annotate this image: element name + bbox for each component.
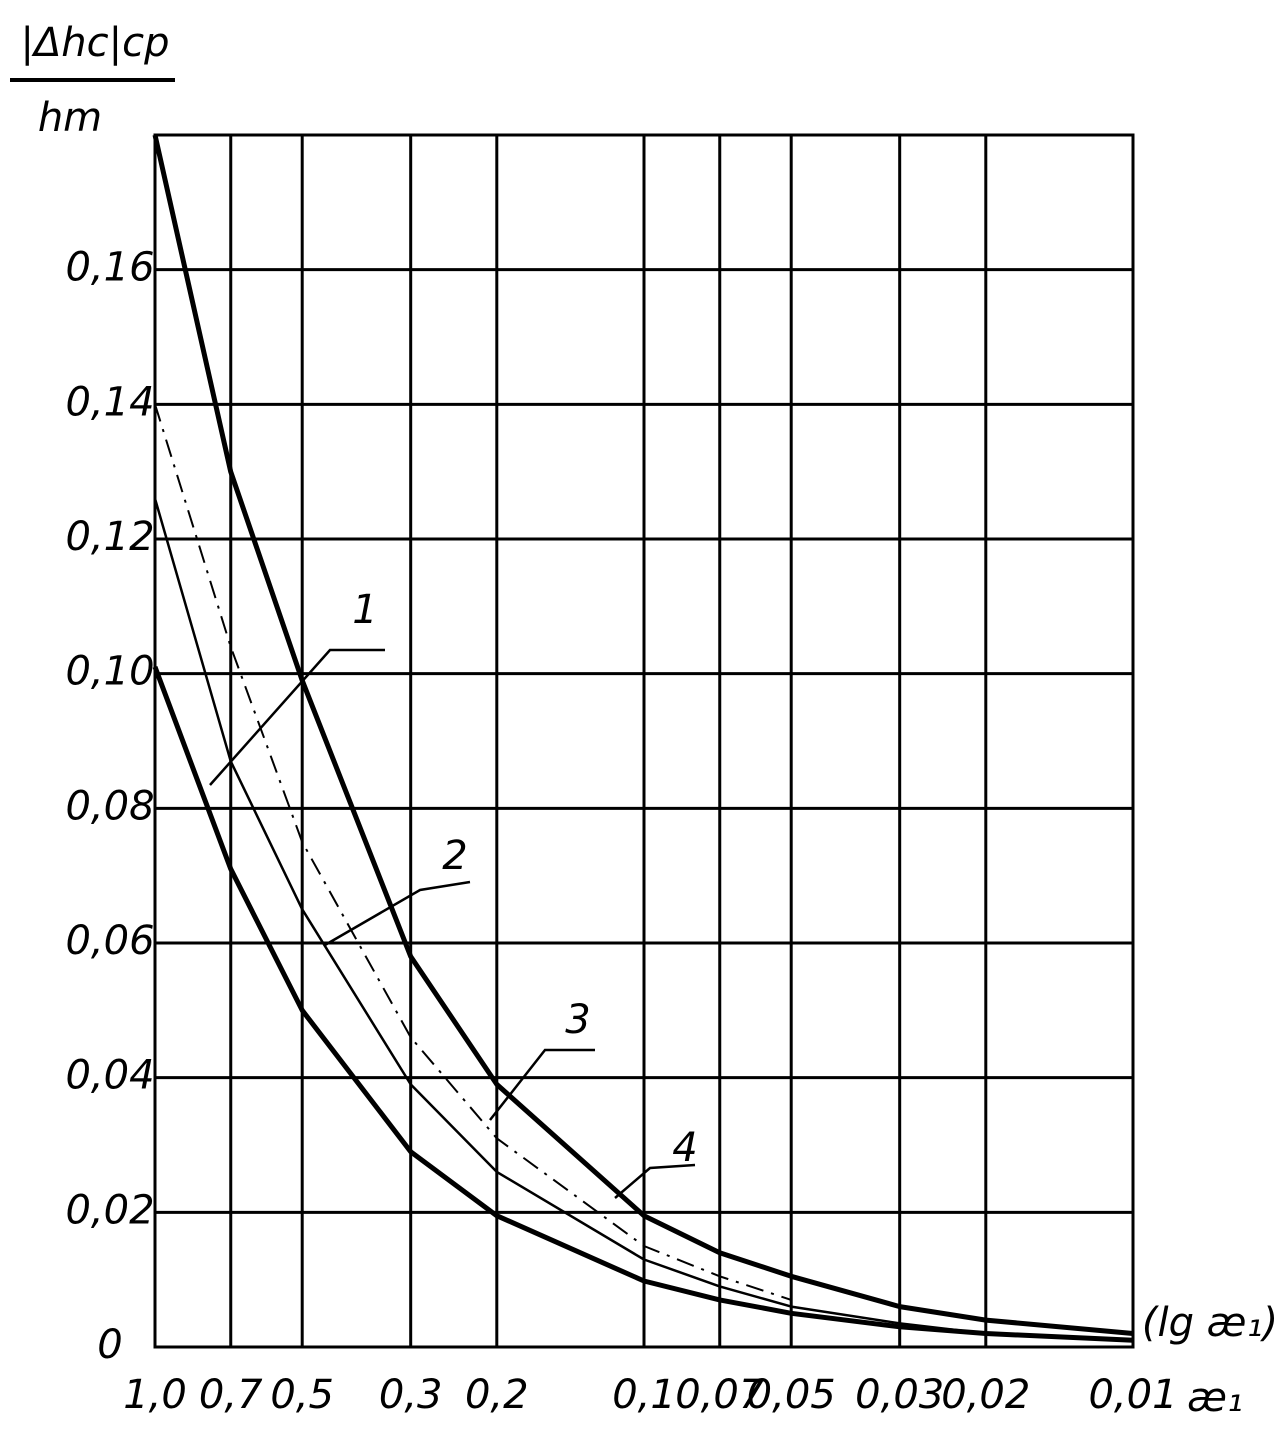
- x-label: (lg æ₁): [1142, 1300, 1278, 1346]
- y-tick-label: 0,14: [65, 379, 154, 425]
- curve-label: 4: [672, 1125, 697, 1171]
- x-tick-label: 0,5: [270, 1372, 334, 1418]
- curve: [152, 134, 1134, 1336]
- leader-line: [209, 648, 385, 786]
- x-tick-label: 0,1: [612, 1372, 676, 1418]
- y-label-top: |Δhc|cp: [20, 20, 169, 66]
- x-tick-label: 0,02: [941, 1372, 1030, 1418]
- y-tick-label: 0,08: [65, 783, 154, 829]
- x-tick-label: 0,05: [747, 1372, 836, 1418]
- curve-label: 2: [442, 833, 467, 879]
- leader-line: [614, 1163, 696, 1199]
- y-tick-label: 0,10: [65, 649, 154, 695]
- y-tick-label: 0,12: [65, 514, 154, 560]
- x-unit: æ₁: [1187, 1375, 1243, 1421]
- y-tick-label: 0: [97, 1322, 122, 1368]
- x-tick-label: 0,01: [1088, 1372, 1177, 1418]
- x-tick-label: 0,2: [465, 1372, 529, 1418]
- leader-line: [489, 1048, 595, 1121]
- x-tick-label: 0,7: [199, 1372, 263, 1418]
- x-tick-label: 0,3: [379, 1372, 443, 1418]
- curve: [154, 404, 792, 1301]
- x-tick-label: 0,07: [675, 1372, 765, 1418]
- x-tick-label: 1,0: [123, 1372, 187, 1418]
- x-tick-label: 0,03: [855, 1372, 944, 1418]
- leader-line: [324, 880, 471, 947]
- curve: [153, 498, 1134, 1342]
- curve-label: 3: [565, 997, 590, 1043]
- curve-label: 1: [352, 587, 377, 633]
- y-tick-label: 0,02: [65, 1187, 154, 1233]
- y-tick-label: 0,04: [65, 1053, 154, 1099]
- y-tick-label: 0,06: [65, 918, 154, 964]
- y-label-bottom: hm: [38, 95, 102, 141]
- y-tick-label: 0,16: [65, 245, 154, 291]
- curve: [152, 666, 1134, 1343]
